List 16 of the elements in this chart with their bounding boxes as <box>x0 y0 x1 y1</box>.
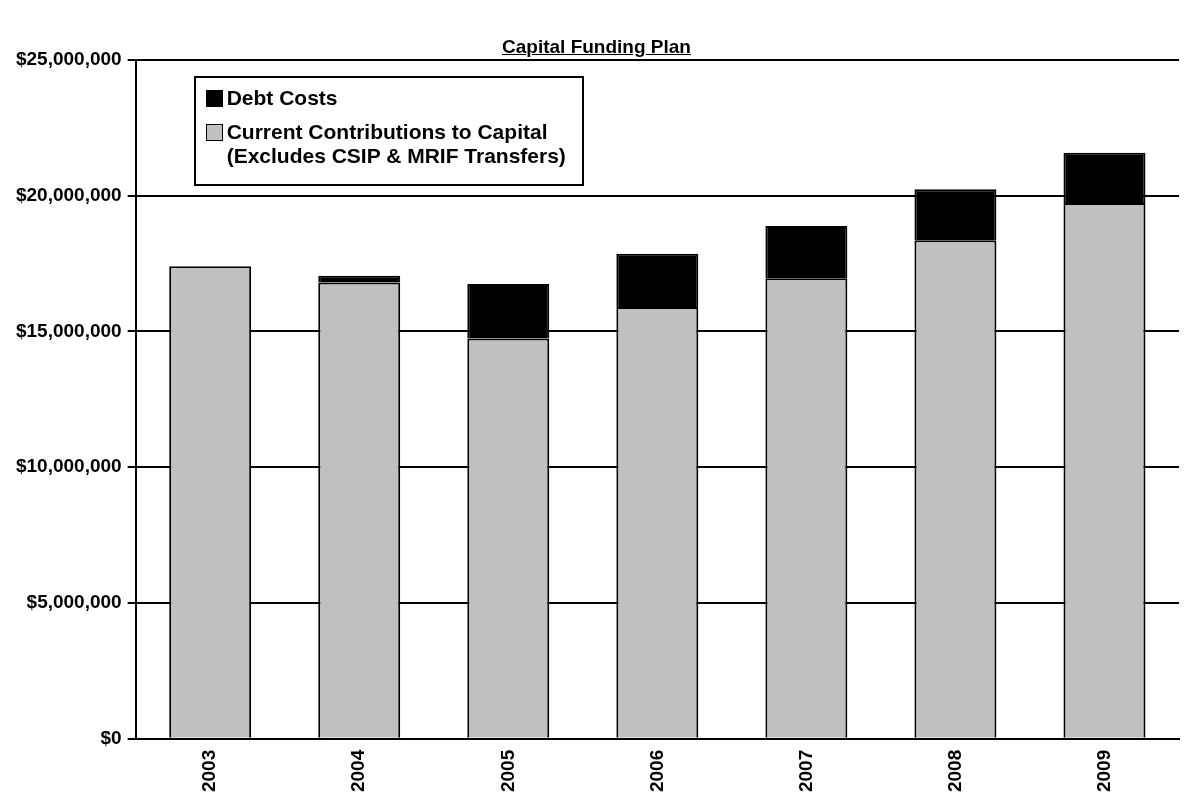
chart-title: Capital Funding Plan <box>502 36 691 57</box>
legend-label: Current Contributions to Capital (Excludes CSIP & MRIF Transfers) <box>226 120 566 168</box>
x-tick-label: 2003 <box>198 749 220 793</box>
legend-label: Debt Costs <box>226 86 338 110</box>
y-tick-label: $15,000,000 <box>15 319 122 341</box>
y-tick-label: $20,000,000 <box>15 183 122 205</box>
y-tick-label: $10,000,000 <box>15 455 122 477</box>
y-tick-label: $0 <box>100 726 122 748</box>
x-tick-label: 2008 <box>943 749 965 793</box>
x-tick-label: 2004 <box>347 749 369 793</box>
x-tick-label: 2005 <box>496 749 518 793</box>
y-tick-label: $25,000,000 <box>15 48 122 70</box>
x-tick-label: 2007 <box>794 749 816 793</box>
x-tick-label: 2006 <box>645 749 667 793</box>
y-tick-label: $5,000,000 <box>26 591 122 613</box>
x-tick-label: 2009 <box>1092 749 1114 793</box>
